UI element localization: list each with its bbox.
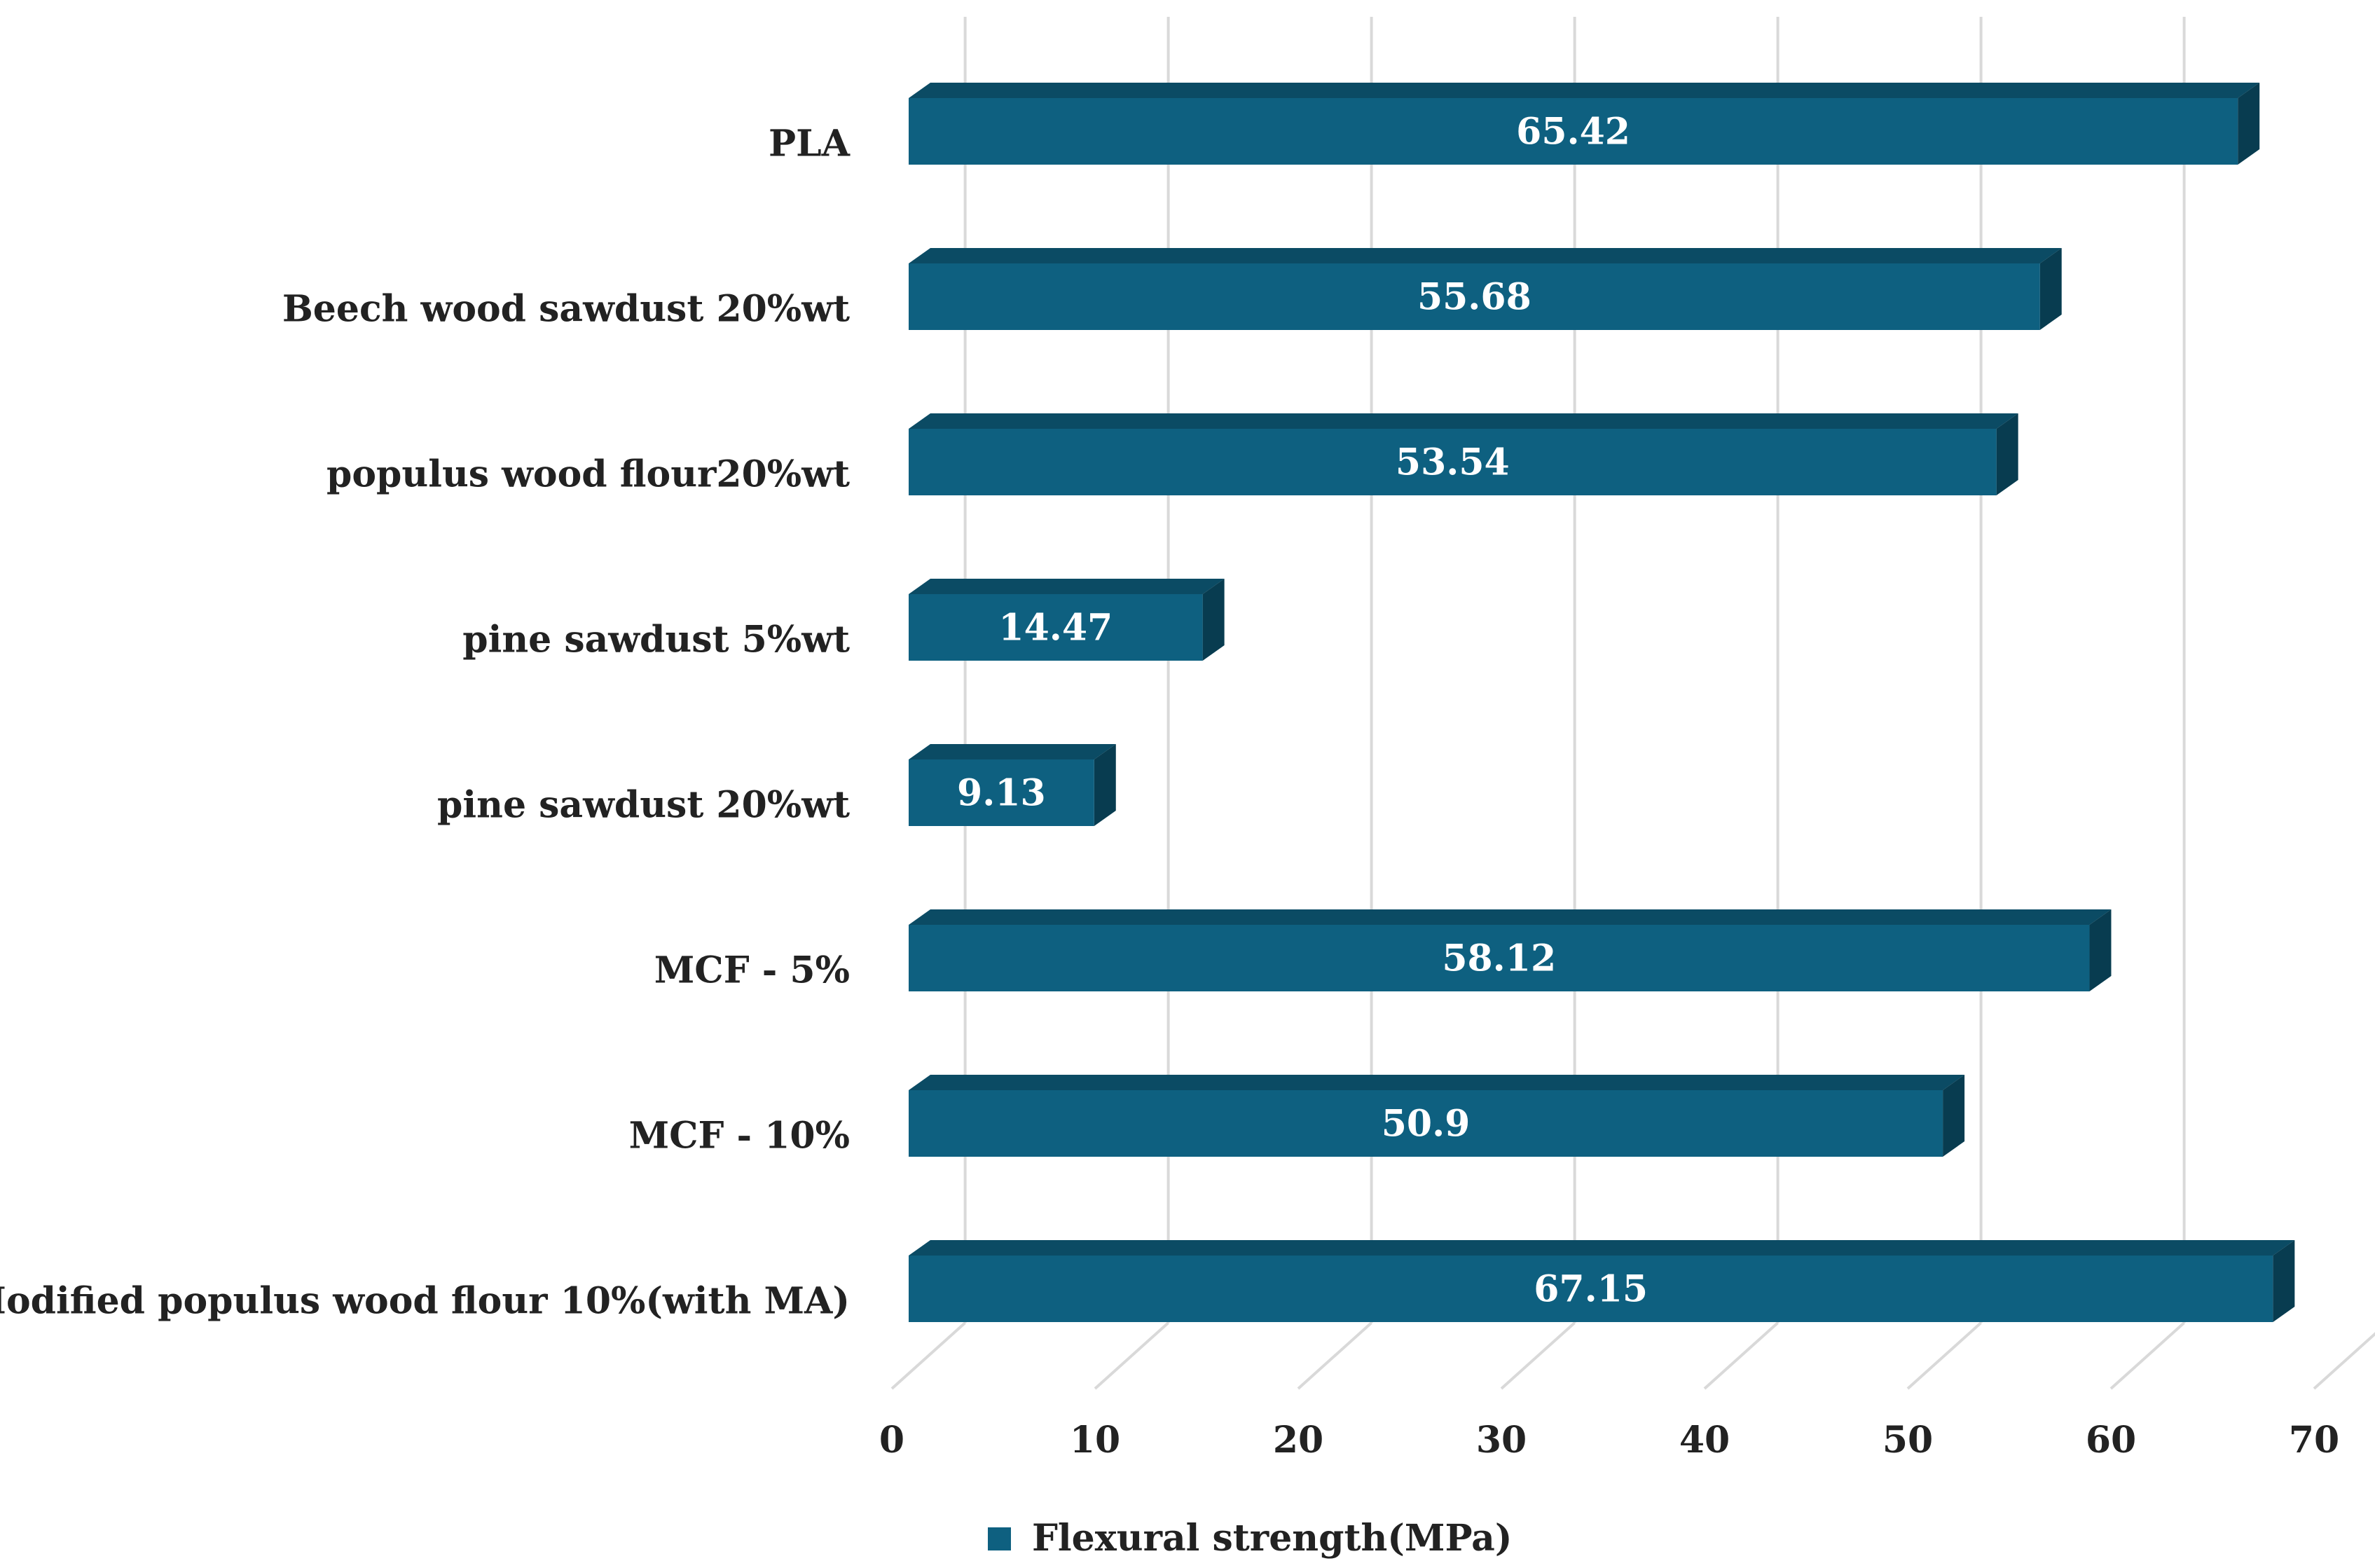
data-label: 58.12	[1442, 937, 1556, 980]
data-label: 53.54	[1396, 441, 1510, 484]
bar	[909, 1090, 1943, 1157]
bar-top-face	[909, 413, 2018, 429]
x-tick-label: 50	[1882, 1419, 1933, 1462]
data-label: 65.42	[1516, 111, 1630, 153]
bar-layer: 65.42 55.68 53.54 14.47 9.13 58.12 50.9 67.15	[909, 83, 2295, 1322]
category-label: Beech wood sawdust 20%wt	[282, 288, 850, 331]
bar-group: 55.68	[909, 248, 2062, 330]
category-label: Modified populus wood flour 10%(with MA)	[0, 1280, 850, 1323]
bar-side-face	[2089, 909, 2112, 991]
x-tick-label: 10	[1070, 1419, 1120, 1462]
data-label: 67.15	[1534, 1268, 1648, 1311]
x-tick-label: 60	[2086, 1419, 2136, 1462]
bar-top-face	[909, 579, 1225, 594]
bar-group: 58.12	[909, 909, 2112, 991]
bar	[909, 925, 2090, 991]
floor-gridline	[1703, 1321, 1779, 1390]
bar-group: 65.42	[909, 83, 2260, 165]
floor-gridline	[1094, 1321, 1169, 1390]
x-tick-label: 70	[2289, 1419, 2339, 1462]
bar-group: 50.9	[909, 1075, 1965, 1157]
x-axis-ticks: 0 10 20 30 40 50 60 70	[879, 1419, 2339, 1462]
bar-top-face	[909, 1240, 2295, 1256]
bar-group: 67.15	[909, 1240, 2295, 1322]
floor-gridline	[2109, 1321, 2185, 1390]
x-tick-label: 20	[1273, 1419, 1323, 1462]
legend-label: Flexural strength(MPa)	[1032, 1517, 1512, 1560]
x-tick-label: 30	[1476, 1419, 1527, 1462]
category-labels: PLA Beech wood sawdust 20%wt populus wood …	[0, 123, 851, 1323]
grid-layer	[890, 17, 2375, 1390]
bar	[909, 594, 1203, 661]
bar-side-face	[1094, 744, 1116, 826]
category-label: pine sawdust 20%wt	[437, 784, 850, 827]
bar-top-face	[909, 248, 2062, 263]
bar	[909, 98, 2238, 165]
x-tick-label: 0	[879, 1419, 904, 1462]
bar-side-face	[2238, 83, 2260, 165]
bar	[909, 759, 1094, 826]
data-label: 50.9	[1382, 1103, 1471, 1146]
floor-gridline	[1500, 1321, 1576, 1390]
bar-group: 14.47	[909, 579, 1225, 661]
category-label: pine sawdust 5%wt	[462, 619, 850, 661]
category-label: MCF - 10%	[629, 1115, 850, 1157]
bar-top-face	[909, 1075, 1965, 1090]
floor-gridline	[2313, 1332, 2375, 1390]
bar-group: 9.13	[909, 744, 1116, 826]
bar-side-face	[1996, 413, 2018, 495]
bar-top-face	[909, 744, 1116, 759]
floor-gridline	[1906, 1321, 1982, 1390]
bar	[909, 429, 1997, 495]
data-label: 9.13	[957, 772, 1046, 815]
category-label: PLA	[769, 123, 851, 165]
bar	[909, 1256, 2273, 1322]
bar-top-face	[909, 83, 2260, 98]
legend: Flexural strength(MPa)	[988, 1517, 1512, 1560]
bar-top-face	[909, 909, 2112, 925]
bar-group: 53.54	[909, 413, 2018, 495]
bar	[909, 263, 2040, 330]
legend-swatch	[988, 1527, 1011, 1550]
bar-side-face	[1202, 579, 1225, 661]
bar-side-face	[1943, 1075, 1965, 1157]
category-label: populus wood flour20%wt	[326, 453, 850, 496]
data-label: 55.68	[1417, 276, 1531, 319]
bar-side-face	[2039, 248, 2062, 330]
x-tick-label: 40	[1679, 1419, 1730, 1462]
floor-gridline	[890, 1321, 966, 1390]
floor-gridline	[1297, 1321, 1372, 1390]
category-label: MCF - 5%	[654, 949, 850, 992]
bar-side-face	[2273, 1240, 2295, 1322]
data-label: 14.47	[998, 607, 1113, 649]
